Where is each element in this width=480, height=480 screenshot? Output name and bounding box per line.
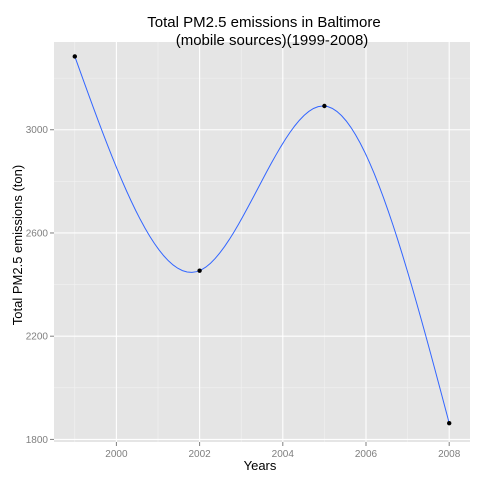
- data-point: [197, 268, 202, 273]
- x-axis-ticks: 2000 2002 2004 2006 2008: [105, 442, 461, 460]
- x-tick-label: 2002: [188, 449, 211, 460]
- series-line: [74, 56, 450, 424]
- data-point: [322, 103, 327, 109]
- data-points: [72, 54, 452, 426]
- chart-subtitle: (mobile sources)(1999-2008): [176, 32, 369, 49]
- x-tick-label: 2008: [438, 449, 461, 460]
- y-tick-label: 2200: [26, 332, 49, 343]
- y-axis-title: Total PM2.5 emissions (ton): [10, 165, 25, 325]
- x-tick-label: 2004: [272, 449, 295, 460]
- x-tick-label: 2000: [105, 449, 128, 460]
- x-tick-label: 2006: [355, 449, 378, 460]
- y-tick-label: 1800: [26, 435, 49, 446]
- plot-panel: [54, 42, 470, 442]
- y-axis-ticks: 1800 2200 2600 3000: [26, 125, 54, 446]
- data-point: [447, 420, 452, 426]
- data-point: [72, 54, 78, 59]
- y-tick-label: 3000: [26, 125, 49, 136]
- x-axis-title: Years: [244, 458, 277, 473]
- chart-title: Total PM2.5 emissions in Baltimore: [147, 14, 380, 31]
- major-gridlines: [54, 42, 470, 442]
- y-tick-label: 2600: [26, 228, 49, 239]
